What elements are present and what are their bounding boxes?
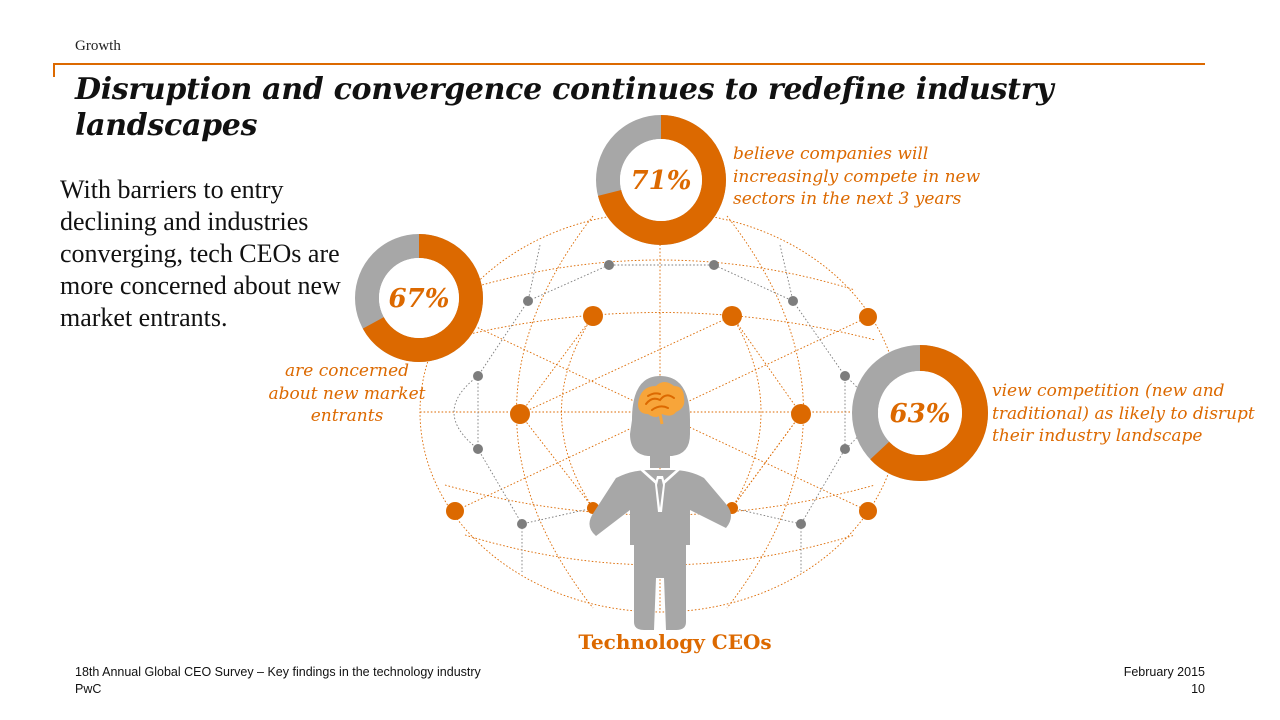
donut-hole-63 [878,371,962,455]
globe-meridian [731,315,762,509]
globe-gray-link [527,264,794,302]
globe-gray-link [731,300,846,525]
network-globe [419,211,901,613]
businessman-icon [589,376,731,630]
globe-meridian [561,315,594,509]
header-rule [53,63,1205,65]
intro-text: With barriers to entry declining and ind… [60,175,341,332]
globe-gray-link [779,244,794,302]
section-label: Growth [75,38,121,54]
figure-tie [657,479,663,508]
globe-meridian [516,215,594,609]
globe-meridian [726,215,804,609]
figure-neck [650,452,670,468]
donut-slice-71 [596,115,726,245]
globe-link [519,315,733,415]
footer-left: 18th Annual Global CEO Survey – Key find… [75,664,481,698]
globe-link [731,315,802,415]
footer-survey: 18th Annual Global CEO Survey – Key find… [75,665,481,679]
figure-body [589,470,731,630]
donut-chart-63: 63% [852,345,988,481]
network-node-gray [840,371,850,381]
network-node [510,404,530,424]
donut-value-63: 63% [890,399,951,429]
donut-value-71: 71% [631,166,692,196]
footer-company: PwC [75,682,102,696]
network-node-gray [796,519,806,529]
globe-gray-link [453,375,479,450]
network-node [791,404,811,424]
network-node-gray [709,260,719,270]
network-node [859,502,877,520]
donut-hole-67 [379,258,459,338]
globe-parallel [464,534,856,566]
donut-charts: 71% 67% 63% [355,115,988,481]
network-node-gray [523,296,533,306]
stat-label-63: view competition (new and traditional) a… [992,381,1255,446]
network-node-gray [473,371,483,381]
network-node-gray [840,444,850,454]
donut-chart-67: 67% [355,234,483,362]
footer-page: 10 [1191,682,1205,696]
network-node [446,502,464,520]
globe-gray-link [527,244,541,302]
donut-slice-67 [355,234,483,362]
globe-link [519,315,594,415]
stat-label-67: are concerned about new market entrants [268,361,426,426]
globe-parallel [444,484,876,516]
donut-value-67: 67% [389,284,450,314]
globe-gray-link [477,300,594,525]
network-node-gray [517,519,527,529]
brain-icon [638,382,685,425]
network-node-gray [788,296,798,306]
header-rule-tick [53,63,55,77]
network-node-gray [473,444,483,454]
donut-slice-63 [852,345,988,481]
stat-label-71: believe companies will increasingly comp… [733,144,981,209]
footer-right: February 2015 10 [1124,664,1205,698]
footer-date: February 2015 [1123,665,1205,679]
network-node [722,306,742,326]
donut-hole-71 [620,139,702,221]
globe-parallel [464,259,856,291]
network-node [583,306,603,326]
figure-caption: Technology CEOs [578,630,772,654]
brain-stem [658,413,664,425]
donut-chart-71: 71% [596,115,726,245]
network-node [859,308,877,326]
brain-folds [645,392,675,411]
network-node-gray [604,260,614,270]
globe-link [731,413,802,509]
globe-link [519,413,594,509]
slide-title: Disruption and convergence continues to … [75,72,1054,143]
globe-parallel [444,312,876,341]
